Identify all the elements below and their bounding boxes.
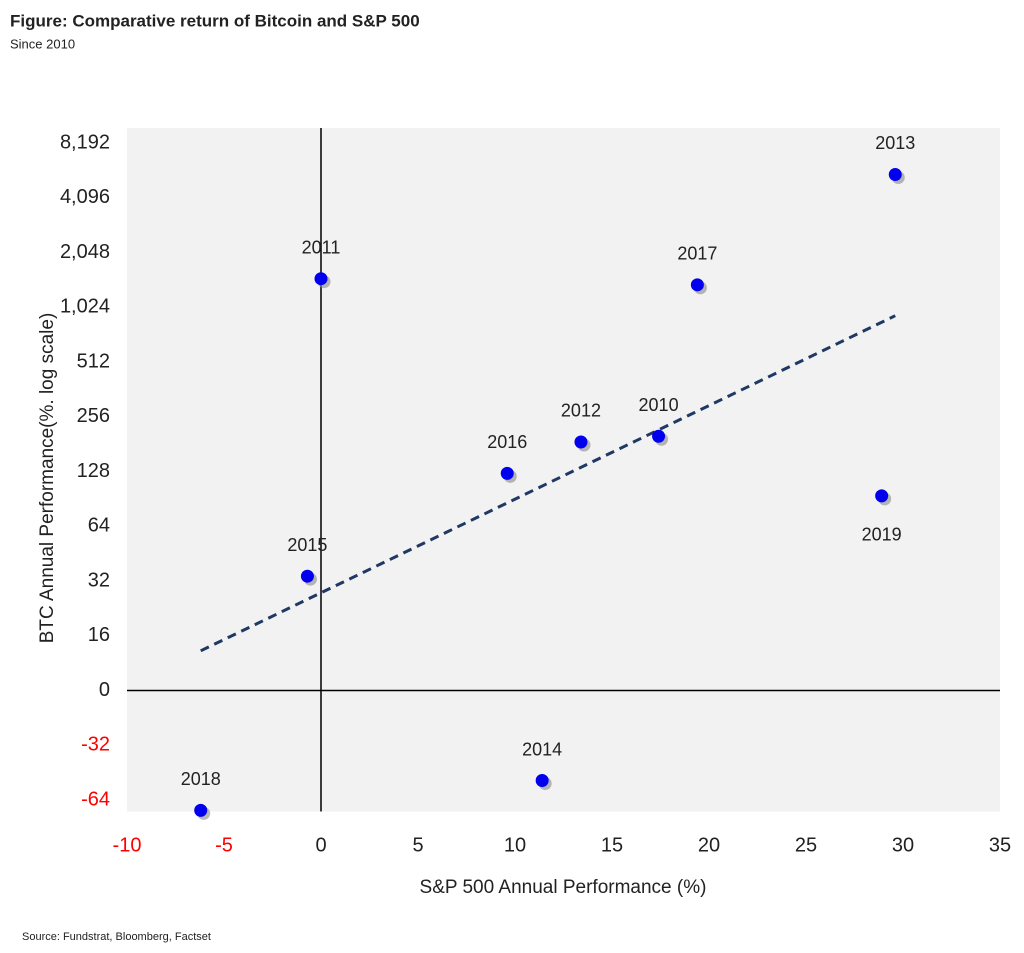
x-tick-label: 10 [504, 835, 526, 857]
point [875, 489, 889, 503]
plot-area [127, 128, 1000, 812]
point [690, 278, 704, 292]
x-tick-label: -5 [215, 835, 233, 857]
point-label: 2016 [487, 432, 527, 452]
x-tick-label: 20 [698, 835, 720, 857]
y-tick-label: 128 [77, 460, 110, 482]
y-tick-label: 512 [77, 350, 110, 372]
x-tick-label: 30 [892, 835, 914, 857]
point-label: 2012 [561, 401, 601, 421]
point [314, 272, 328, 286]
point [300, 569, 314, 583]
chart-title: Figure: Comparative return of Bitcoin an… [10, 11, 420, 30]
point-label: 2010 [639, 395, 679, 415]
y-tick-label: 16 [88, 624, 110, 646]
y-axis-label: BTC Annual Performance(%. log scale) [37, 313, 58, 644]
x-tick-label: 35 [989, 835, 1011, 857]
x-tick-label: 0 [315, 835, 326, 857]
x-tick-label: 25 [795, 835, 817, 857]
y-tick-label: 0 [99, 679, 110, 701]
point-label: 2013 [875, 133, 915, 153]
source-note: Source: Fundstrat, Bloomberg, Factset [22, 931, 211, 943]
y-tick-label: 64 [88, 515, 110, 537]
x-tick-label: -10 [113, 835, 142, 857]
point [574, 435, 588, 449]
point [535, 774, 549, 788]
x-tick-label: 15 [601, 835, 623, 857]
point-label: 2015 [287, 535, 327, 555]
x-tick-label: 5 [412, 835, 423, 857]
y-tick-label: 32 [88, 569, 110, 591]
y-tick-label: 256 [77, 405, 110, 427]
y-tick-label: 1,024 [60, 296, 110, 318]
point-label: 2017 [677, 244, 717, 264]
point [194, 803, 208, 817]
point [652, 429, 666, 443]
point-label: 2019 [862, 525, 902, 545]
point-label: 2011 [302, 237, 341, 257]
y-tick-label: 8,192 [60, 131, 110, 153]
y-tick-label: -32 [81, 734, 110, 756]
chart-subtitle: Since 2010 [10, 36, 75, 51]
point [888, 167, 902, 181]
y-tick-label: -64 [81, 788, 110, 810]
y-tick-label: 4,096 [60, 186, 110, 208]
trend-line [200, 314, 896, 653]
point-label: 2018 [181, 769, 221, 789]
point [500, 466, 514, 480]
y-tick-label: 2,048 [60, 241, 110, 263]
x-axis-label: S&P 500 Annual Performance (%) [420, 877, 707, 898]
point-label: 2014 [522, 739, 562, 759]
